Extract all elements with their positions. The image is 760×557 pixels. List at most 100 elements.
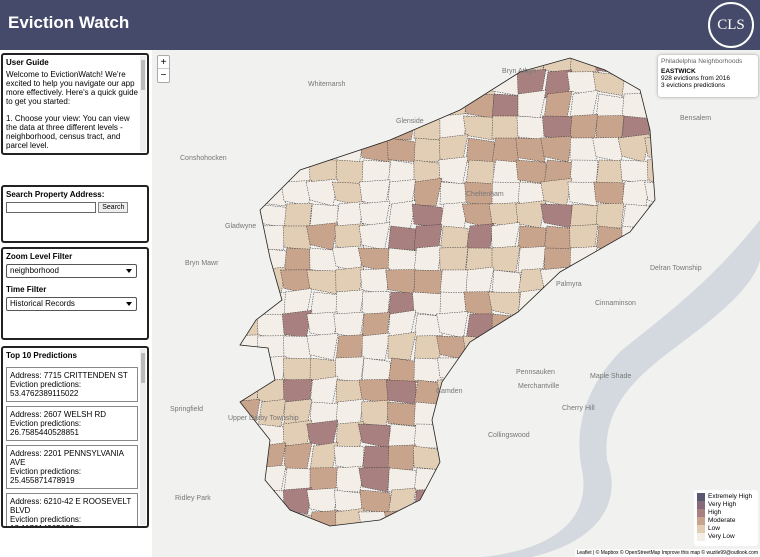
guide-title: User Guide bbox=[6, 58, 49, 67]
place-label: Collingswood bbox=[488, 432, 530, 439]
neighborhood bbox=[361, 159, 391, 185]
river bbox=[482, 220, 760, 557]
prediction-item: Address: 2201 PENNSYLVANIA AVE Eviction p… bbox=[6, 445, 138, 489]
legend-swatch bbox=[697, 493, 705, 501]
neighborhood bbox=[361, 291, 391, 317]
neighborhood bbox=[257, 398, 287, 429]
neighborhood bbox=[491, 159, 521, 186]
prediction-label: Eviction predictions: bbox=[10, 515, 82, 524]
place-label: Merchantville bbox=[518, 383, 559, 390]
prediction-label: Eviction predictions: bbox=[10, 467, 82, 476]
neighborhood bbox=[306, 222, 339, 251]
neighborhood bbox=[387, 309, 417, 339]
time-select[interactable]: Historical Records bbox=[6, 297, 137, 311]
scrollbar[interactable] bbox=[140, 349, 146, 525]
map[interactable]: Bryn Athyn Whitemarsh Glenside Conshohocken… bbox=[152, 50, 760, 557]
neighborhood bbox=[387, 225, 418, 251]
neighborhood bbox=[619, 159, 651, 185]
neighborhood bbox=[361, 357, 392, 383]
neighborhood bbox=[621, 179, 651, 207]
neighborhood bbox=[359, 489, 391, 515]
neighborhood bbox=[387, 357, 418, 384]
legend-entry: High bbox=[697, 509, 755, 517]
info-name: EASTWICK bbox=[661, 68, 696, 75]
neighborhood bbox=[517, 225, 547, 251]
logo: CLS bbox=[708, 2, 754, 48]
place-label: Gladwyne bbox=[225, 223, 256, 230]
zoom-in[interactable]: + bbox=[158, 56, 169, 69]
neighborhood bbox=[306, 333, 339, 361]
zoom-select[interactable]: neighborhood bbox=[6, 264, 137, 278]
neighborhood bbox=[387, 331, 417, 361]
prediction-item: Address: 6210-42 E ROOSEVELT BLVD Evictio… bbox=[6, 493, 138, 526]
neighborhood bbox=[361, 445, 391, 472]
neighborhood bbox=[411, 203, 444, 229]
neighborhood bbox=[387, 200, 417, 230]
city-border bbox=[239, 57, 656, 527]
neighborhood bbox=[359, 179, 391, 207]
prediction-label: Eviction predictions: bbox=[10, 419, 82, 428]
legend-label: Moderate bbox=[708, 517, 736, 524]
neighborhood bbox=[283, 335, 313, 361]
neighborhood bbox=[543, 90, 573, 120]
place-label: Whitemarsh bbox=[308, 81, 345, 88]
neighborhood bbox=[517, 246, 547, 273]
app-title: Eviction Watch bbox=[8, 13, 130, 32]
neighborhood bbox=[465, 137, 497, 163]
place-label: Bryn Athyn bbox=[502, 68, 536, 75]
prediction-item: Address: 7715 CRITTENDEN ST Eviction pred… bbox=[6, 367, 138, 402]
info-box: Philadelphia Neighborhoods EASTWICK 928 … bbox=[658, 55, 758, 97]
neighborhood bbox=[540, 203, 573, 229]
search-input[interactable] bbox=[6, 202, 96, 213]
place-label: Cheltenham bbox=[466, 191, 504, 198]
legend-entry: Low bbox=[697, 525, 755, 533]
neighborhood bbox=[644, 181, 655, 207]
place-label: Conshohocken bbox=[180, 155, 227, 162]
neighborhood bbox=[387, 444, 417, 471]
neighborhood bbox=[465, 159, 495, 186]
prediction-value: 26.7585440528851 bbox=[10, 428, 79, 437]
neighborhood bbox=[333, 445, 365, 471]
neighborhood bbox=[413, 224, 443, 251]
neighborhood bbox=[335, 398, 365, 427]
legend-swatch bbox=[697, 533, 705, 541]
neighborhood bbox=[595, 93, 627, 120]
search-button[interactable]: Search bbox=[98, 202, 129, 213]
neighborhood bbox=[256, 313, 287, 339]
neighborhood bbox=[305, 178, 339, 207]
neighborhood bbox=[385, 379, 417, 405]
prediction-label: Eviction predictions: bbox=[10, 380, 82, 389]
neighborhood bbox=[465, 247, 495, 273]
map-canvas: Bryn Athyn Whitemarsh Glenside Conshohocken… bbox=[152, 50, 760, 557]
place-label: Springfield bbox=[170, 406, 203, 413]
prediction-value: 53.4762389115022 bbox=[10, 389, 79, 398]
neighborhood bbox=[567, 181, 599, 207]
legend-entry: Extremely High bbox=[697, 493, 755, 501]
neighborhood bbox=[306, 419, 339, 449]
neighborhood bbox=[465, 223, 495, 253]
neighborhood bbox=[335, 507, 365, 526]
predictions: Top 10 Predictions Address: 7715 CRITTEN… bbox=[1, 346, 149, 528]
prediction-address: Address: 7715 CRITTENDEN ST bbox=[10, 371, 128, 380]
attribution: Leaflet | © Mapbox © OpenStreetMap Impro… bbox=[574, 549, 760, 557]
neighborhood bbox=[517, 89, 547, 119]
neighborhood bbox=[621, 115, 651, 141]
neighborhood bbox=[647, 115, 655, 142]
neighborhood bbox=[595, 202, 625, 229]
zoom-out[interactable]: − bbox=[160, 70, 167, 81]
legend-label: Very Low bbox=[708, 533, 735, 540]
place-label: Glenside bbox=[396, 118, 424, 125]
neighborhood bbox=[359, 268, 391, 295]
neighborhood bbox=[569, 114, 599, 141]
neighborhood bbox=[413, 177, 443, 207]
place-label: Ridley Park bbox=[175, 495, 211, 502]
info-line: 928 evictions from 2016 bbox=[661, 75, 731, 82]
info-title: Philadelphia Neighborhoods bbox=[661, 58, 743, 65]
legend: Extremely High Very High High Moderate Low Ve… bbox=[694, 490, 758, 546]
prediction-item: Address: 2607 WELSH RD Eviction predictio… bbox=[6, 406, 138, 441]
legend-swatch bbox=[697, 509, 705, 517]
zoom-label: Zoom Level Filter bbox=[6, 252, 73, 261]
scrollbar[interactable] bbox=[140, 56, 146, 152]
neighborhood bbox=[465, 266, 495, 295]
